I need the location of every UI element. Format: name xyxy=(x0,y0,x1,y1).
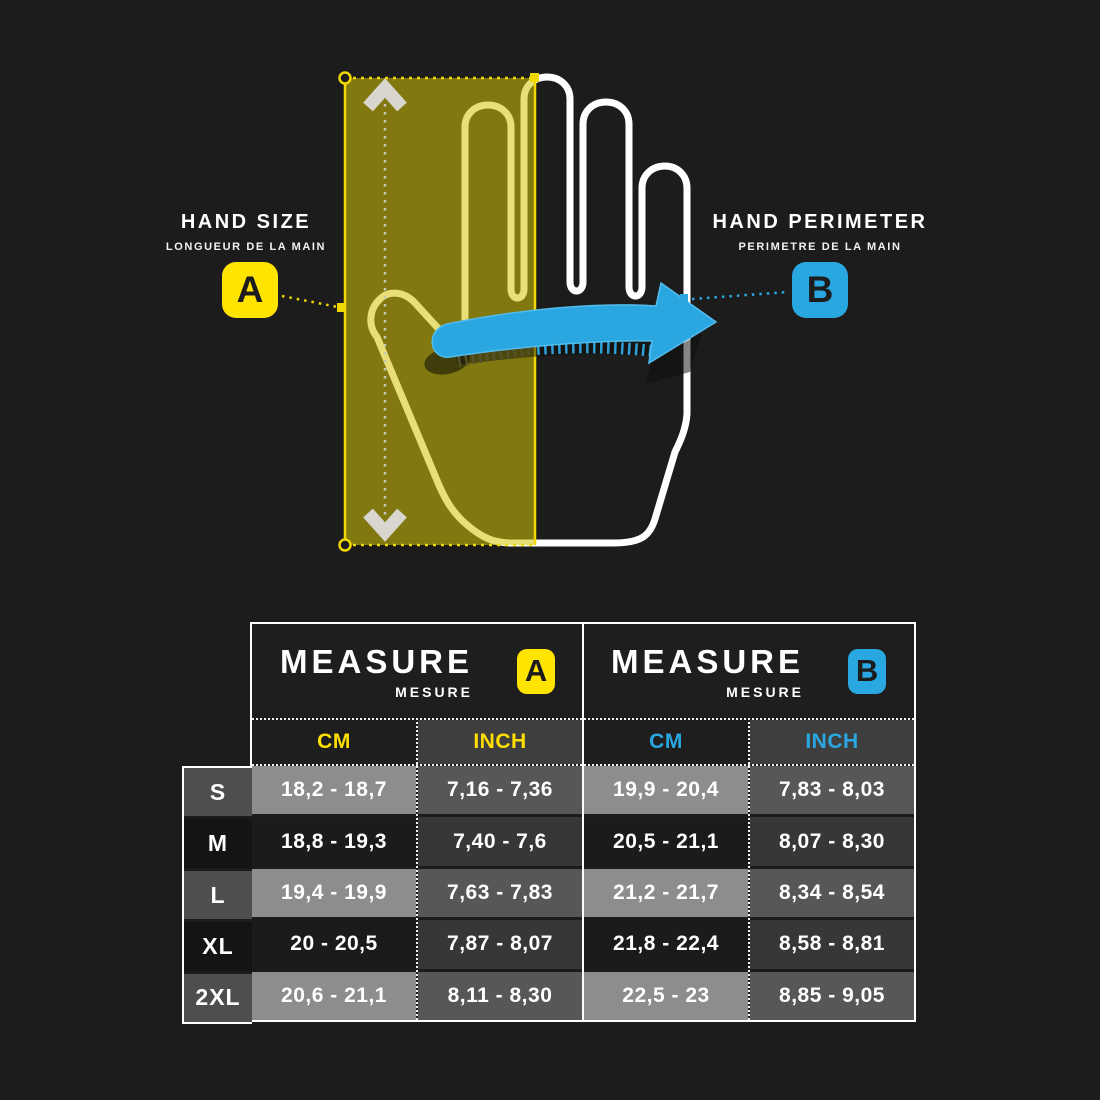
section-divider xyxy=(582,624,584,1020)
hand-perimeter-label: HAND PERIMETER PERIMETRE DE LA MAIN xyxy=(700,211,940,253)
cell-a-cm: 18,8 - 19,3 xyxy=(252,817,416,866)
connector-b-marker xyxy=(680,294,688,302)
unit-header-a-inch: INCH xyxy=(418,720,582,764)
table-row: 20 - 20,5 7,87 - 8,07 21,8 - 22,4 8,58 -… xyxy=(252,920,914,969)
unit-header-b-inch: INCH xyxy=(750,720,914,764)
hand-diagram-svg xyxy=(281,71,789,552)
cell-a-inch: 7,63 - 7,83 xyxy=(418,868,582,918)
length-arrow-down-icon xyxy=(363,508,407,542)
length-arrow-up-icon xyxy=(363,78,407,112)
cell-b-inch: 8,07 - 8,30 xyxy=(750,817,914,866)
measure-a-badge: A xyxy=(222,262,278,318)
measure-b-section-header: MEASURE MESURE B xyxy=(583,624,914,718)
hand-perimeter-title: HAND PERIMETER xyxy=(712,211,928,233)
table-row: 20,6 - 21,1 8,11 - 8,30 22,5 - 23 8,85 -… xyxy=(252,971,914,1021)
table-row: 18,2 - 18,7 7,16 - 7,36 19,9 - 20,4 7,83… xyxy=(252,766,914,815)
connector-a-line xyxy=(281,294,339,309)
hand-size-label: HAND SIZE LONGUEUR DE LA MAIN xyxy=(126,211,366,253)
hand-size-subtitle: LONGUEUR DE LA MAIN xyxy=(165,241,327,253)
measure-b-title: MEASURE xyxy=(610,642,805,680)
unit-header-a-cm: CM xyxy=(317,730,351,753)
connector-b-line xyxy=(691,290,789,301)
corner-marker-icon xyxy=(338,71,352,85)
cell-a-inch: 7,87 - 8,07 xyxy=(418,920,582,969)
tape-ticks-right xyxy=(536,341,655,357)
cell-b-inch: 7,83 - 8,03 xyxy=(750,766,914,815)
corner-marker-icon xyxy=(338,538,352,552)
size-label: S xyxy=(184,768,252,817)
corner-marker-icon xyxy=(530,73,539,82)
cell-b-inch: 8,58 - 8,81 xyxy=(750,920,914,969)
cell-a-cm: 20,6 - 21,1 xyxy=(252,971,416,1021)
measure-a-title: MEASURE xyxy=(279,642,474,680)
measure-a-section-header: MEASURE MESURE A xyxy=(252,624,583,718)
header-divider xyxy=(252,718,914,720)
cell-b-cm: 22,5 - 23 xyxy=(584,971,748,1021)
cell-a-cm: 20 - 20,5 xyxy=(252,920,416,969)
size-label: XL xyxy=(184,922,252,971)
measure-b-badge: B xyxy=(792,262,848,318)
cell-a-inch: 7,40 - 7,6 xyxy=(418,817,582,866)
size-table: MEASURE MESURE A MEASURE MESURE B CM INC… xyxy=(182,622,916,1024)
cell-b-inch: 8,85 - 9,05 xyxy=(750,971,914,1021)
tape-ticks-left xyxy=(456,343,534,367)
measure-area-overlay xyxy=(345,78,535,545)
size-label: L xyxy=(184,870,252,920)
table-badge-a: A xyxy=(517,648,556,694)
table-badge-b: B xyxy=(848,648,887,694)
connector-a-marker xyxy=(337,303,346,312)
hand-perimeter-subtitle: PERIMETRE DE LA MAIN xyxy=(738,241,902,253)
arrow-shadow xyxy=(646,333,702,384)
hand-size-title: HAND SIZE xyxy=(180,211,312,233)
hand-measure-illustration: HAND SIZE LONGUEUR DE LA MAIN A HAND PER… xyxy=(126,71,940,552)
cm-inch-divider-b xyxy=(748,718,750,1020)
unit-header-b-cm: CM xyxy=(649,730,683,753)
cell-a-cm: 18,2 - 18,7 xyxy=(252,766,416,815)
measure-a-subtitle: MESURE xyxy=(395,683,474,700)
table-header: MEASURE MESURE A MEASURE MESURE B xyxy=(252,624,914,718)
cell-b-cm: 19,9 - 20,4 xyxy=(584,766,748,815)
cell-b-cm: 20,5 - 21,1 xyxy=(584,817,748,866)
cell-a-inch: 8,11 - 8,30 xyxy=(418,971,582,1021)
size-label: 2XL xyxy=(184,973,252,1023)
subheader-divider xyxy=(252,764,914,766)
table-row: 19,4 - 19,9 7,63 - 7,83 21,2 - 21,7 8,34… xyxy=(252,868,914,918)
cell-b-inch: 8,34 - 8,54 xyxy=(750,868,914,918)
measure-b-subtitle: MESURE xyxy=(726,683,805,700)
cell-b-cm: 21,8 - 22,4 xyxy=(584,920,748,969)
cell-a-cm: 19,4 - 19,9 xyxy=(252,868,416,918)
table-row: 18,8 - 19,3 7,40 - 7,6 20,5 - 21,1 8,07 … xyxy=(252,817,914,866)
size-label-column: S M L XL 2XL xyxy=(182,766,252,1024)
cell-a-inch: 7,16 - 7,36 xyxy=(418,766,582,815)
size-label: M xyxy=(184,819,252,868)
cell-b-cm: 21,2 - 21,7 xyxy=(584,868,748,918)
perimeter-arrow-icon xyxy=(431,281,718,365)
unit-header-row: CM INCH CM INCH xyxy=(252,720,914,764)
cm-inch-divider-a xyxy=(416,718,418,1020)
